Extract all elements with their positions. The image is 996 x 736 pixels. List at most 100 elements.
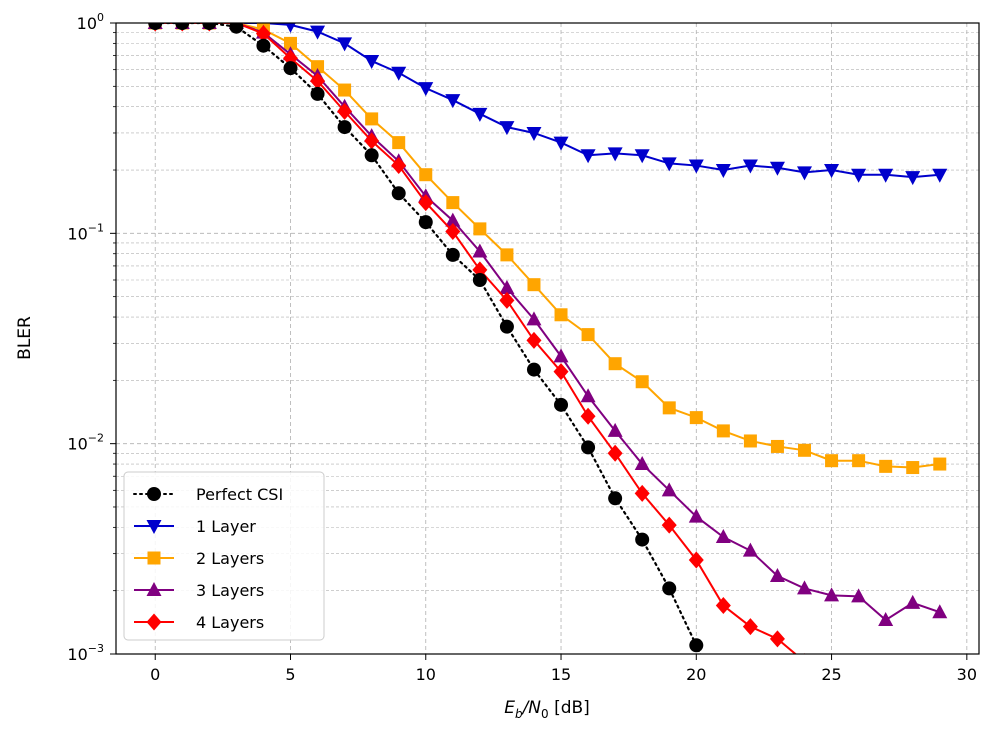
legend-entry: Perfect CSI xyxy=(133,485,283,504)
data-point xyxy=(418,82,434,97)
data-point xyxy=(527,278,541,292)
data-point xyxy=(310,72,326,90)
legend-label: 3 Layers xyxy=(196,581,264,600)
y-tick-label: 100 xyxy=(77,11,104,33)
data-point xyxy=(851,588,867,603)
data-point xyxy=(256,38,271,53)
data-point xyxy=(392,136,406,150)
x-tick-label: 25 xyxy=(821,665,841,684)
data-point xyxy=(554,308,568,322)
data-point xyxy=(418,215,433,230)
data-point xyxy=(202,23,217,30)
data-point xyxy=(526,311,542,326)
y-tick-label: 10−1 xyxy=(67,221,104,243)
data-point xyxy=(634,456,650,471)
data-point xyxy=(769,161,785,176)
data-point xyxy=(932,168,948,183)
data-point xyxy=(526,362,541,377)
data-point xyxy=(635,532,650,547)
data-point xyxy=(878,612,894,627)
data-point xyxy=(798,443,812,457)
data-point xyxy=(743,434,757,448)
data-point xyxy=(311,60,325,74)
data-point xyxy=(391,157,407,175)
data-point xyxy=(715,164,731,179)
data-point xyxy=(553,363,569,381)
legend-entry: 2 Layers xyxy=(134,549,264,568)
x-axis: 0 5 10 15 20 25 30 xyxy=(150,654,977,684)
data-point xyxy=(824,164,840,179)
data-point xyxy=(715,597,731,615)
data-point xyxy=(769,630,785,648)
legend-marker xyxy=(147,487,161,501)
data-point xyxy=(419,168,433,182)
data-point xyxy=(499,279,515,294)
legend-entry: 4 Layers xyxy=(134,613,264,632)
data-point xyxy=(661,482,677,497)
data-point xyxy=(445,247,460,262)
data-point xyxy=(255,25,271,43)
x-tick-label: 20 xyxy=(686,665,706,684)
data-point xyxy=(445,223,461,241)
data-point xyxy=(905,594,921,609)
data-point xyxy=(905,171,921,186)
data-point xyxy=(742,618,758,636)
plot-frame xyxy=(115,22,980,655)
data-point xyxy=(803,653,806,654)
data-point xyxy=(634,484,650,502)
data-point xyxy=(337,120,352,135)
data-point xyxy=(338,83,352,97)
data-point xyxy=(661,516,677,534)
x-tick-label: 15 xyxy=(551,665,571,684)
data-point xyxy=(580,407,596,425)
data-point xyxy=(906,461,920,475)
data-point xyxy=(581,440,596,455)
data-point xyxy=(285,23,296,33)
data-point xyxy=(825,454,839,468)
data-point xyxy=(310,25,326,40)
y-tick-label: 10−2 xyxy=(67,432,104,454)
data-point xyxy=(365,112,379,126)
series-perfect-csi xyxy=(148,23,704,654)
data-point xyxy=(688,551,704,569)
x-tick-label: 5 xyxy=(285,665,295,684)
data-point xyxy=(824,587,840,602)
data-point xyxy=(689,638,704,653)
data-point xyxy=(661,157,677,172)
y-axis: 100 10−1 10−2 10−3 xyxy=(67,11,116,664)
data-point xyxy=(445,94,461,109)
x-tick-label: 10 xyxy=(416,665,436,684)
data-point xyxy=(742,159,758,174)
legend-marker xyxy=(147,551,161,565)
legend-label: 2 Layers xyxy=(196,549,264,568)
data-point xyxy=(283,61,298,76)
x-axis-label: Eb/N0 [dB] xyxy=(504,698,590,721)
data-point xyxy=(499,121,515,136)
data-point xyxy=(932,604,948,619)
data-point xyxy=(852,454,866,468)
data-point xyxy=(715,528,731,543)
data-point xyxy=(580,149,596,164)
data-point xyxy=(797,580,813,595)
data-point xyxy=(553,348,569,363)
data-point xyxy=(688,159,704,174)
data-point xyxy=(607,147,623,162)
data-point xyxy=(580,388,596,403)
data-point xyxy=(634,149,650,164)
data-point xyxy=(797,166,813,181)
legend-label: Perfect CSI xyxy=(196,485,283,504)
data-point xyxy=(770,439,784,453)
data-point xyxy=(879,459,893,473)
series-line xyxy=(155,23,940,179)
data-point xyxy=(851,168,867,183)
data-point xyxy=(662,401,676,415)
data-point xyxy=(635,375,649,389)
data-point xyxy=(500,248,514,262)
series-layer xyxy=(147,23,948,654)
data-point xyxy=(310,86,325,101)
data-point xyxy=(688,508,704,523)
legend-marker xyxy=(146,613,162,631)
data-point xyxy=(878,168,894,183)
data-point xyxy=(526,126,542,141)
legend-marker xyxy=(146,520,162,534)
